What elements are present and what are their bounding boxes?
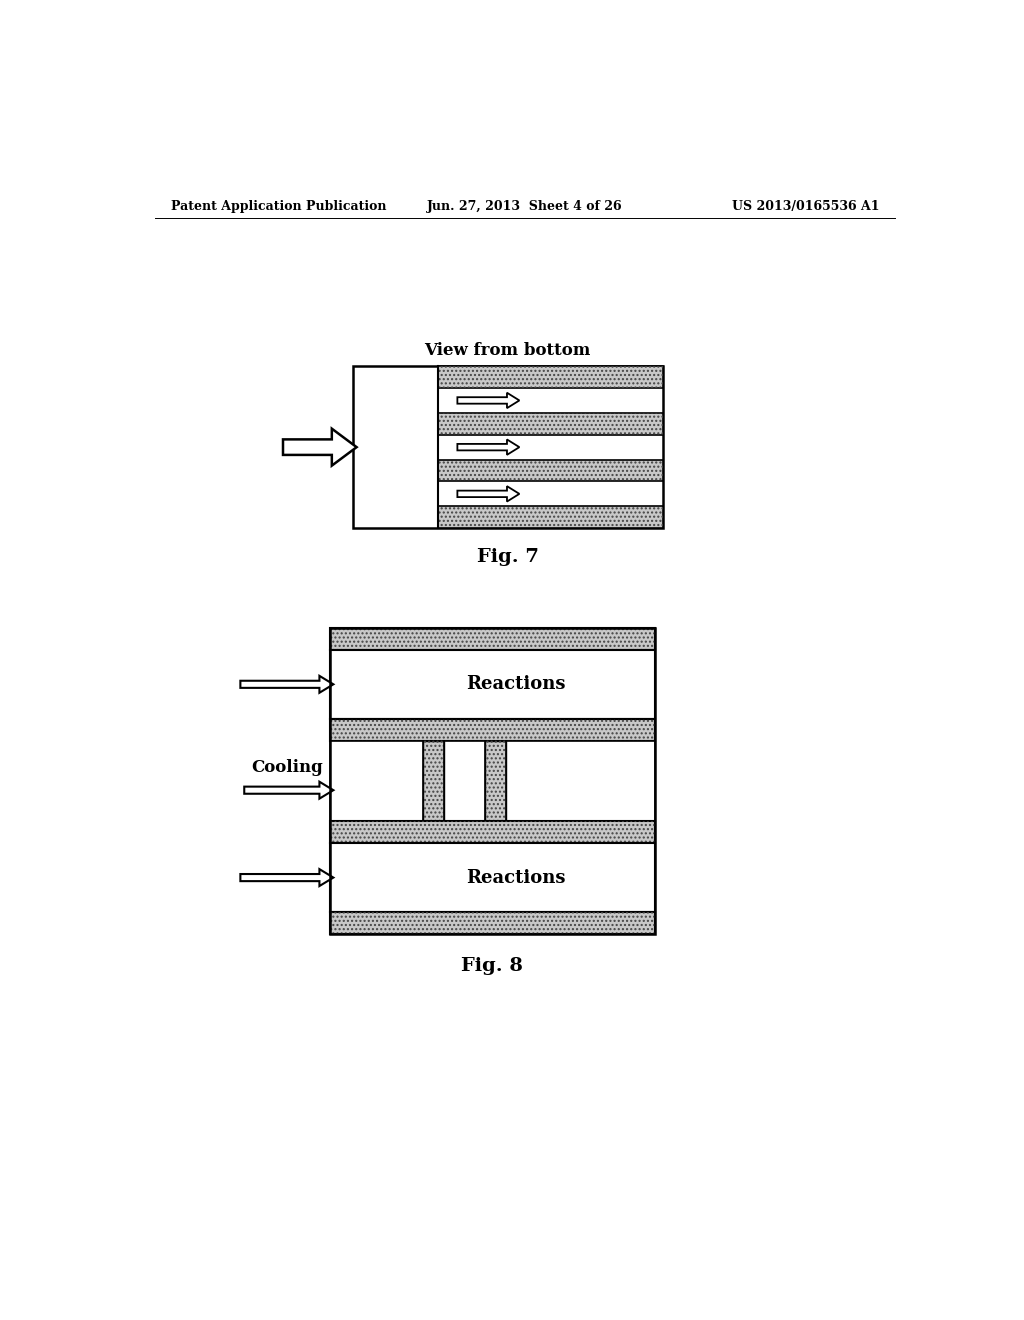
Bar bbox=[330, 821, 655, 843]
Bar bbox=[484, 741, 506, 821]
Bar bbox=[438, 459, 663, 482]
Text: Jun. 27, 2013  Sheet 4 of 26: Jun. 27, 2013 Sheet 4 of 26 bbox=[427, 199, 623, 213]
Text: Reactions: Reactions bbox=[466, 869, 565, 887]
Bar bbox=[438, 507, 663, 528]
Bar bbox=[330, 628, 655, 933]
Bar bbox=[330, 628, 655, 649]
Bar bbox=[330, 649, 655, 719]
Text: Reactions: Reactions bbox=[466, 676, 565, 693]
Bar bbox=[330, 628, 655, 649]
Bar bbox=[438, 413, 663, 434]
Bar bbox=[423, 741, 444, 821]
Polygon shape bbox=[458, 393, 519, 408]
Text: Fig. 7: Fig. 7 bbox=[477, 548, 539, 566]
Bar bbox=[438, 507, 663, 528]
Text: Patent Application Publication: Patent Application Publication bbox=[171, 199, 386, 213]
Bar bbox=[438, 367, 663, 388]
Polygon shape bbox=[458, 486, 519, 502]
Bar bbox=[352, 367, 663, 528]
Polygon shape bbox=[283, 429, 356, 466]
Bar bbox=[330, 741, 655, 821]
Text: View from bottom: View from bottom bbox=[425, 342, 591, 359]
Bar bbox=[330, 821, 655, 843]
Bar bbox=[438, 413, 663, 434]
Bar bbox=[484, 741, 506, 821]
Polygon shape bbox=[241, 869, 334, 886]
Text: Fig. 8: Fig. 8 bbox=[462, 957, 523, 975]
Bar bbox=[423, 741, 444, 821]
Bar bbox=[506, 741, 655, 821]
Text: Cooling: Cooling bbox=[251, 759, 323, 776]
Text: US 2013/0165536 A1: US 2013/0165536 A1 bbox=[732, 199, 880, 213]
Polygon shape bbox=[458, 440, 519, 455]
Bar bbox=[330, 719, 655, 741]
Bar bbox=[330, 719, 655, 741]
Bar bbox=[438, 367, 663, 388]
Polygon shape bbox=[245, 781, 334, 799]
Bar bbox=[438, 459, 663, 482]
Polygon shape bbox=[241, 676, 334, 693]
Bar bbox=[330, 741, 423, 821]
Bar bbox=[330, 843, 655, 912]
Bar bbox=[330, 912, 655, 933]
Bar bbox=[330, 912, 655, 933]
Bar bbox=[444, 741, 484, 821]
